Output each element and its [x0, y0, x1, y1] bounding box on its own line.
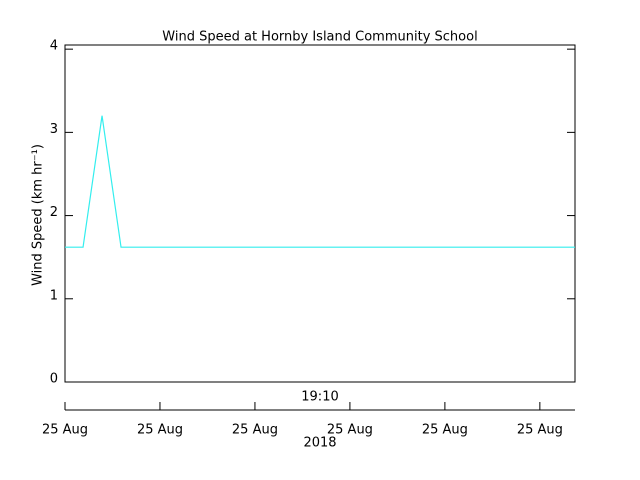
x-tick-label: 25 Aug [422, 423, 468, 438]
y-axis-label: Wind Speed (km hr⁻¹) [31, 144, 46, 286]
y-tick-label: 0 [50, 372, 58, 387]
x-annotation: 19:10 [301, 390, 338, 405]
y-tick-label: 3 [50, 122, 58, 137]
x-tick-label: 25 Aug [517, 423, 563, 438]
chart-title: Wind Speed at Hornby Island Community Sc… [162, 30, 477, 45]
x-axis-label: 2018 [303, 436, 336, 451]
y-tick-label: 1 [50, 288, 58, 303]
data-line [65, 115, 575, 248]
x-tick-label: 25 Aug [327, 423, 373, 438]
x-tick-label: 25 Aug [232, 423, 278, 438]
x-tick-label: 25 Aug [137, 423, 183, 438]
plot-frame [64, 44, 576, 383]
y-tick-label: 2 [50, 205, 58, 220]
y-tick-label: 4 [50, 39, 58, 54]
x-tick-label: 25 Aug [42, 423, 88, 438]
